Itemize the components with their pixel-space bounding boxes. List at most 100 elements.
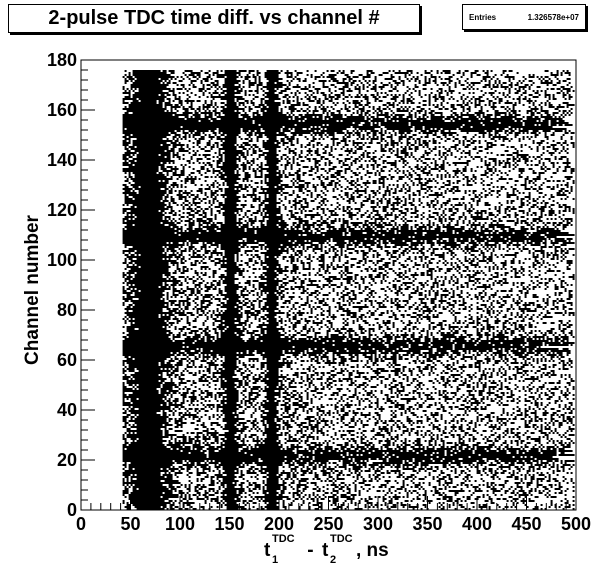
heatmap-cell bbox=[238, 156, 241, 158]
heatmap-cell bbox=[356, 110, 359, 112]
heatmap-cell bbox=[498, 138, 501, 140]
heatmap-cell bbox=[208, 70, 211, 72]
heatmap-cell bbox=[348, 252, 353, 254]
heatmap-cell bbox=[172, 214, 177, 216]
heatmap-cell bbox=[348, 134, 351, 136]
heatmap-cell bbox=[196, 194, 199, 196]
heatmap-cell bbox=[350, 170, 353, 172]
heatmap-cell bbox=[570, 170, 575, 172]
heatmap-cell bbox=[298, 220, 309, 222]
heatmap-cell bbox=[400, 146, 403, 148]
heatmap-cell bbox=[268, 266, 277, 268]
heatmap-cell bbox=[374, 234, 383, 236]
heatmap-cell bbox=[520, 200, 523, 202]
heatmap-cell bbox=[286, 156, 289, 158]
heatmap-cell bbox=[508, 128, 513, 130]
heatmap-cell bbox=[194, 204, 197, 206]
heatmap-cell bbox=[420, 108, 425, 110]
heatmap-cell bbox=[380, 156, 383, 158]
heatmap-cell bbox=[328, 88, 331, 90]
heatmap-cell bbox=[486, 280, 489, 282]
heatmap-cell bbox=[464, 124, 483, 126]
heatmap-cell bbox=[532, 220, 537, 222]
heatmap-cell bbox=[268, 196, 277, 198]
heatmap-cell bbox=[334, 104, 337, 106]
heatmap-cell bbox=[328, 124, 359, 126]
heatmap-cell bbox=[260, 182, 263, 184]
heatmap-cell bbox=[124, 196, 129, 198]
heatmap-cell bbox=[430, 76, 437, 78]
heatmap-cell bbox=[202, 210, 205, 212]
heatmap-cell bbox=[252, 98, 255, 100]
heatmap-cell bbox=[308, 84, 311, 86]
heatmap-cell bbox=[358, 194, 363, 196]
heatmap-cell bbox=[170, 210, 175, 212]
heatmap-cell bbox=[174, 170, 177, 172]
heatmap-cell bbox=[238, 168, 241, 170]
heatmap-cell bbox=[542, 200, 545, 202]
heatmap-cell bbox=[518, 206, 523, 208]
heatmap-cell bbox=[480, 210, 487, 212]
heatmap-cell bbox=[394, 214, 397, 216]
heatmap-cell bbox=[384, 244, 387, 246]
heatmap-cell bbox=[418, 180, 421, 182]
heatmap-cell bbox=[388, 288, 391, 290]
heatmap-cell bbox=[492, 186, 495, 188]
heatmap-cell bbox=[406, 138, 411, 140]
heatmap-cell bbox=[540, 206, 547, 208]
heatmap-cell bbox=[216, 284, 221, 286]
heatmap-cell bbox=[454, 120, 469, 122]
heatmap-cell bbox=[426, 224, 431, 226]
heatmap-cell bbox=[124, 278, 131, 280]
heatmap-cell bbox=[224, 200, 241, 202]
heatmap-cell bbox=[164, 102, 171, 104]
heatmap-cell bbox=[252, 152, 257, 154]
heatmap-cell bbox=[282, 256, 287, 258]
heatmap-cell bbox=[380, 124, 409, 126]
heatmap-cell bbox=[522, 274, 525, 276]
heatmap-cell bbox=[488, 268, 491, 270]
heatmap-cell bbox=[428, 260, 431, 262]
heatmap-cell bbox=[542, 256, 545, 258]
heatmap-cell bbox=[552, 148, 559, 150]
heatmap-cell bbox=[552, 164, 555, 166]
heatmap-cell bbox=[360, 276, 363, 278]
heatmap-cell bbox=[242, 116, 251, 118]
heatmap-cell bbox=[356, 266, 361, 268]
heatmap-cell bbox=[522, 270, 525, 272]
heatmap-cell bbox=[344, 288, 349, 290]
heatmap-cell bbox=[466, 224, 469, 226]
heatmap-cell bbox=[334, 186, 337, 188]
heatmap-cell bbox=[248, 106, 251, 108]
heatmap-cell bbox=[418, 198, 421, 200]
heatmap-cell bbox=[380, 88, 383, 90]
heatmap-cell bbox=[550, 204, 555, 206]
heatmap-cell bbox=[210, 166, 213, 168]
heatmap-cell bbox=[186, 268, 189, 270]
heatmap-cell bbox=[354, 202, 357, 204]
heatmap-cell bbox=[182, 106, 185, 108]
heatmap-cell bbox=[544, 166, 547, 168]
heatmap-cell bbox=[470, 250, 479, 252]
heatmap-cell bbox=[374, 224, 383, 226]
heatmap-cell bbox=[514, 128, 517, 130]
heatmap-cell bbox=[292, 192, 295, 194]
heatmap-cell bbox=[296, 96, 299, 98]
heatmap-cell bbox=[484, 72, 489, 74]
heatmap-cell bbox=[462, 126, 471, 128]
heatmap-cell bbox=[416, 232, 423, 234]
heatmap-cell bbox=[372, 134, 377, 136]
heatmap-cell bbox=[284, 168, 287, 170]
heatmap-cell bbox=[196, 158, 203, 160]
heatmap-cell bbox=[510, 126, 553, 128]
heatmap-cell bbox=[212, 168, 215, 170]
heatmap-cell bbox=[220, 106, 225, 108]
heatmap-cell bbox=[538, 216, 543, 218]
heatmap-cell bbox=[216, 246, 219, 248]
heatmap-cell bbox=[514, 256, 517, 258]
heatmap-cell bbox=[396, 110, 409, 112]
heatmap-cell bbox=[398, 170, 401, 172]
heatmap-cell bbox=[486, 146, 493, 148]
heatmap-cell bbox=[180, 164, 183, 166]
heatmap-cell bbox=[474, 134, 477, 136]
